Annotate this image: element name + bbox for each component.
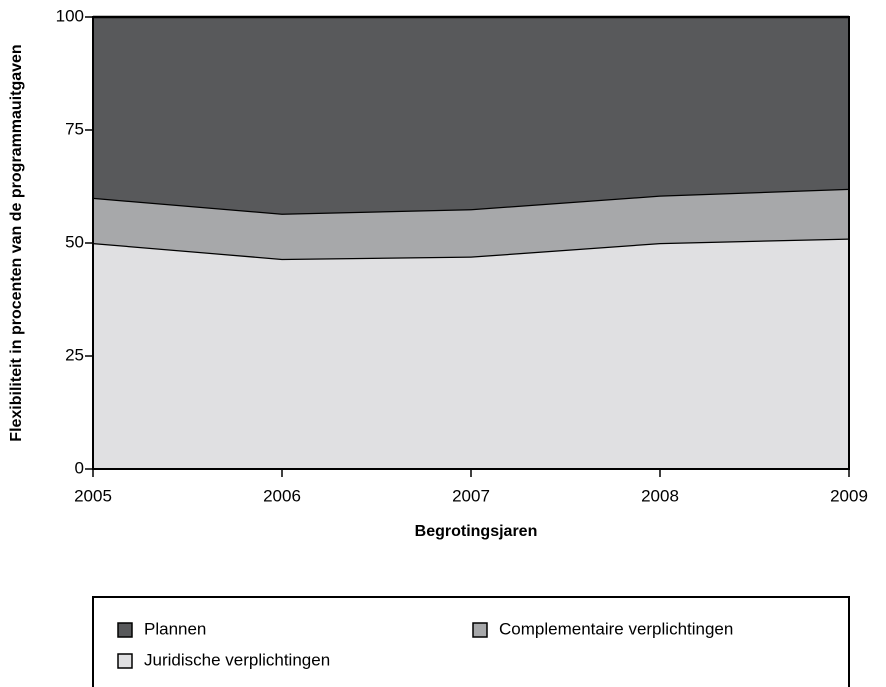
- y-tick-label: 0: [75, 458, 84, 477]
- y-tick-label: 50: [65, 232, 84, 251]
- x-tick-label: 2008: [641, 486, 679, 505]
- x-tick-label: 2009: [830, 486, 868, 505]
- legend-label: Complementaire verplichtingen: [499, 619, 733, 638]
- legend-box: [92, 596, 850, 687]
- legend-swatch: [117, 622, 133, 638]
- legend-label: Plannen: [144, 619, 206, 638]
- x-tick-label: 2005: [74, 486, 112, 505]
- y-axis-title: Flexibiliteit in procenten van de progra…: [8, 44, 25, 441]
- y-tick-label: 75: [65, 119, 84, 138]
- area: [93, 238, 849, 469]
- y-tick-label: 100: [56, 6, 84, 25]
- legend-swatch: [117, 653, 133, 669]
- legend-swatch: [472, 622, 488, 638]
- x-tick-label: 2007: [452, 486, 490, 505]
- legend-label: Juridische verplichtingen: [144, 650, 330, 669]
- area: [93, 17, 849, 214]
- y-tick-label: 25: [65, 345, 84, 364]
- x-axis-title: Begrotingsjaren: [415, 523, 538, 540]
- area: [93, 188, 849, 259]
- x-tick-label: 2006: [263, 486, 301, 505]
